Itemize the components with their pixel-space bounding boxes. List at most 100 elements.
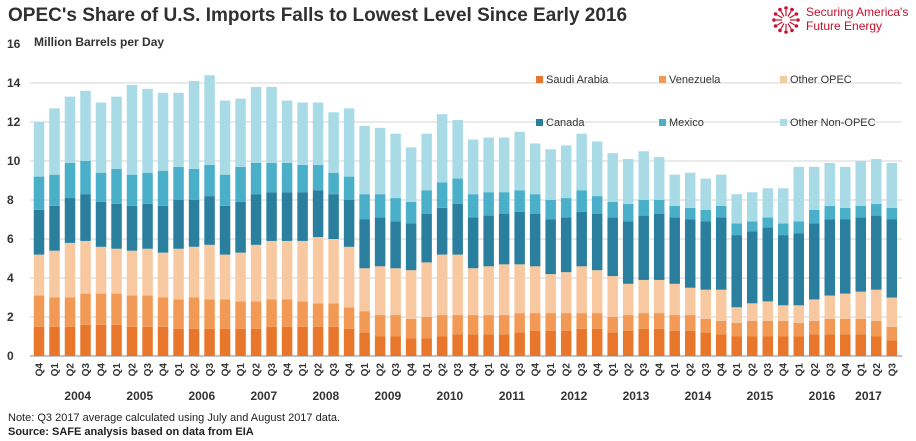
quarter-tick-label: Q2 — [438, 363, 449, 377]
quarter-tick-label: Q2 — [128, 363, 139, 377]
bar-other-opec — [653, 279, 665, 314]
bar-saudi-arabia — [49, 326, 60, 356]
chart-title: OPEC's Share of U.S. Imports Falls to Lo… — [8, 5, 628, 26]
quarter-tick-label: Q3 — [763, 363, 774, 377]
y-tick-label: 10 — [7, 154, 21, 168]
starburst-ray — [787, 23, 792, 29]
bar-other-opec — [514, 264, 525, 314]
bar-venezuela — [80, 293, 91, 325]
quarter-tick-label: Q3 — [701, 363, 712, 377]
quarter-tick-label: Q2 — [810, 363, 821, 377]
bar-mexico — [886, 207, 898, 220]
bar-canada — [157, 205, 169, 253]
quarter-tick-label: Q2 — [748, 363, 759, 377]
bar-saudi-arabia — [700, 332, 711, 356]
bar-other-non-opec — [824, 162, 835, 206]
bar-other-opec — [560, 272, 572, 314]
quarter-tick-label: Q1 — [298, 363, 309, 377]
bar-other-opec — [669, 283, 680, 316]
bar-other-opec — [33, 254, 45, 296]
bar-mexico — [359, 194, 370, 220]
bar-other-non-opec — [871, 159, 882, 204]
bar-venezuela — [886, 326, 898, 341]
quarter-tick-label: Q1 — [112, 363, 123, 377]
bar-canada — [793, 233, 804, 306]
bar-saudi-arabia — [80, 324, 91, 356]
bar-mexico — [64, 162, 76, 199]
bar-mexico — [111, 168, 122, 204]
bar-other-opec — [235, 252, 246, 302]
bar-venezuela — [281, 299, 293, 327]
starburst-dot — [778, 7, 782, 12]
bar-saudi-arabia — [855, 334, 867, 356]
bar-venezuela — [111, 293, 122, 325]
bar-venezuela — [669, 315, 680, 331]
bar-other-opec — [281, 240, 293, 300]
quarter-tick-label: Q1 — [50, 363, 61, 377]
bar-saudi-arabia — [219, 328, 231, 356]
bar-venezuela — [390, 315, 401, 337]
bar-canada — [715, 217, 727, 290]
bar-canada — [64, 198, 76, 243]
bar-venezuela — [359, 311, 370, 333]
safe-logo: Securing America's Future Energy — [770, 4, 910, 38]
logo-line-2: Future Energy — [806, 19, 883, 33]
bar-venezuela — [297, 301, 308, 327]
bar-canada — [359, 219, 370, 269]
quarter-tick-label: Q2 — [252, 363, 263, 377]
starburst-ray — [789, 14, 795, 19]
year-label: 2012 — [561, 389, 588, 403]
bar-other-opec — [855, 291, 867, 319]
bar-saudi-arabia — [840, 334, 851, 356]
starburst-dot — [794, 24, 799, 28]
legend-swatch — [780, 76, 787, 83]
bar-mexico — [638, 200, 649, 216]
bar-other-non-opec — [235, 98, 246, 167]
bar-canada — [669, 217, 680, 284]
starburst-dot — [784, 30, 788, 34]
bar-saudi-arabia — [452, 334, 463, 356]
year-label: 2008 — [312, 389, 339, 403]
footnote: Note: Q3 2017 average calculated using J… — [8, 412, 341, 424]
bar-saudi-arabia — [607, 332, 618, 356]
bar-other-non-opec — [560, 145, 572, 199]
y-tick-label: 0 — [7, 349, 14, 363]
bar-other-opec — [312, 237, 324, 304]
year-label: 2015 — [747, 389, 774, 403]
bar-other-non-opec — [777, 188, 789, 224]
bar-canada — [49, 205, 60, 251]
bar-saudi-arabia — [731, 336, 742, 356]
bar-saudi-arabia — [591, 328, 603, 356]
legend: Saudi Arabia Venezuela Other OPEC Canada Mex… — [536, 74, 876, 129]
bar-mexico — [840, 207, 851, 220]
bar-other-non-opec — [545, 149, 556, 200]
bar-other-non-opec — [173, 92, 184, 167]
quarter-tick-label: Q1 — [856, 363, 867, 377]
y-tick-label: 6 — [7, 232, 14, 246]
bar-other-opec — [157, 252, 169, 298]
bar-other-non-opec — [390, 133, 401, 199]
bar-saudi-arabia — [297, 326, 308, 356]
bar-saudi-arabia — [622, 330, 634, 356]
bar-other-non-opec — [359, 125, 370, 195]
bar-saudi-arabia — [421, 338, 432, 356]
bar-venezuela — [204, 299, 215, 329]
bar-canada — [498, 213, 510, 265]
bar-venezuela — [64, 297, 76, 327]
bar-mexico — [607, 201, 618, 218]
bar-canada — [684, 219, 696, 288]
logo-line-1: Securing America's — [806, 5, 909, 19]
bar-other-non-opec — [700, 178, 711, 210]
bar-other-opec — [483, 266, 494, 316]
bar-saudi-arabia — [746, 336, 758, 356]
bar-venezuela — [49, 297, 60, 327]
bar-other-opec — [793, 305, 804, 323]
bar-canada — [126, 205, 138, 251]
bar-other-non-opec — [793, 166, 804, 222]
bar-venezuela — [824, 318, 835, 335]
bar-venezuela — [467, 315, 479, 335]
bar-venezuela — [312, 303, 324, 327]
year-label: 2004 — [64, 389, 91, 403]
bar-saudi-arabia — [886, 340, 898, 356]
